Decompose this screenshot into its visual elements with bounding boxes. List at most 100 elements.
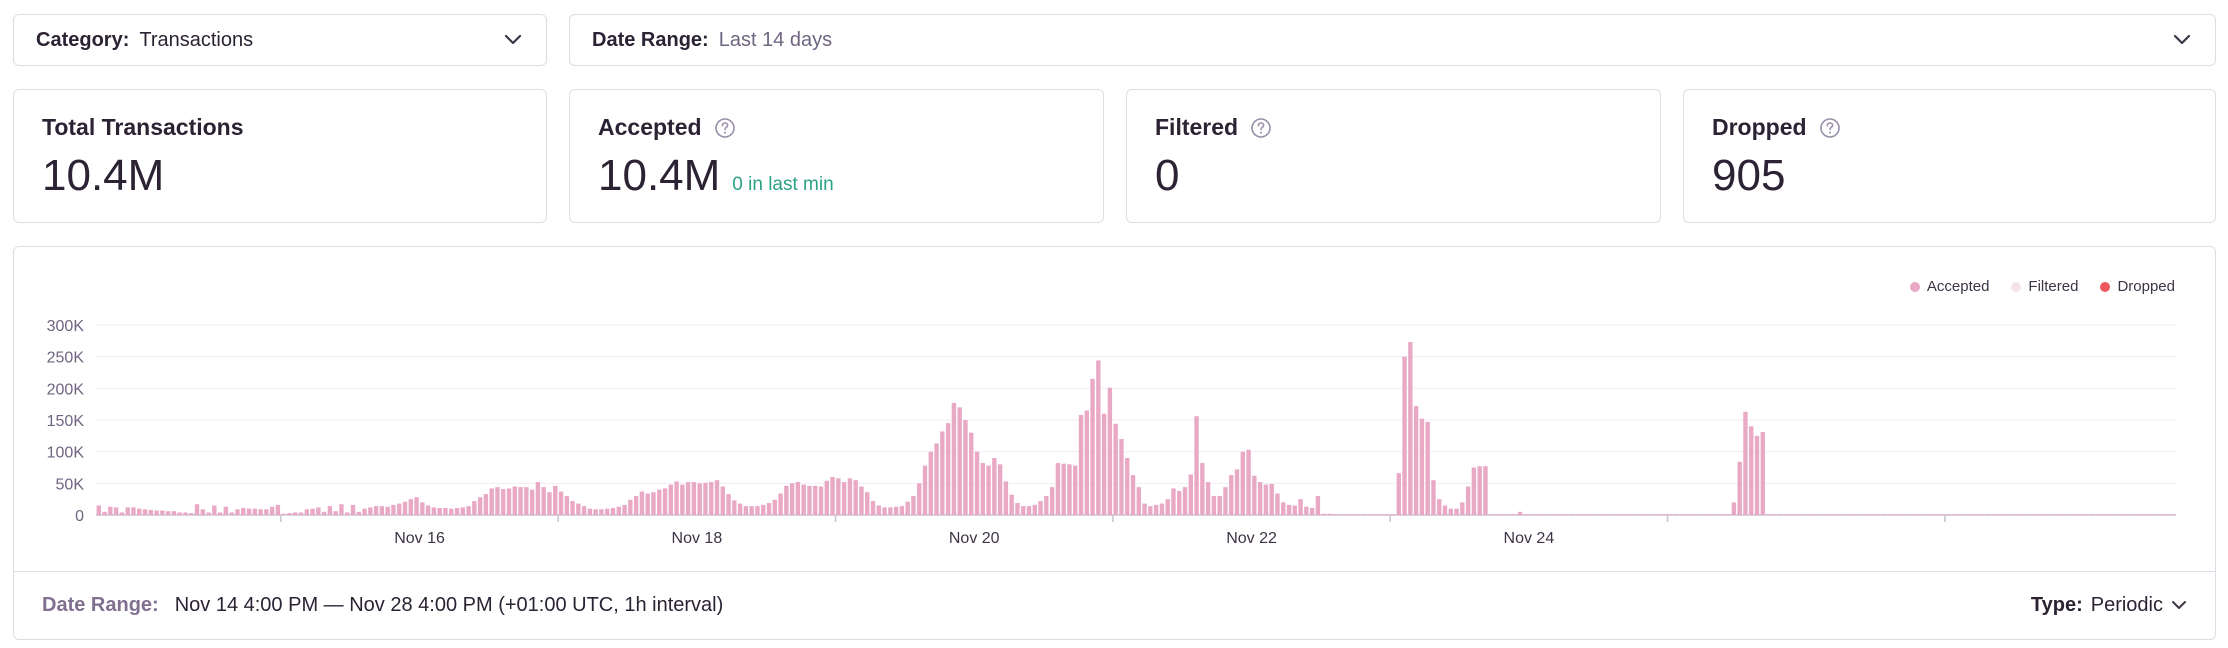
bar-accepted[interactable] — [119, 512, 125, 515]
bar-accepted[interactable] — [1090, 378, 1095, 515]
bar-accepted[interactable] — [281, 513, 286, 515]
bar-accepted[interactable] — [1361, 514, 1367, 515]
bar-accepted[interactable] — [778, 493, 783, 515]
bar-accepted[interactable] — [1315, 496, 1321, 515]
bar-accepted[interactable] — [1113, 423, 1118, 515]
bar-accepted[interactable] — [1390, 514, 1396, 515]
bar-accepted[interactable] — [1165, 499, 1170, 515]
bar-accepted[interactable] — [1489, 514, 1494, 515]
bar-accepted[interactable] — [1298, 499, 1303, 515]
bar-accepted[interactable] — [570, 501, 575, 515]
bar-accepted[interactable] — [373, 506, 379, 515]
bar-accepted[interactable] — [992, 458, 997, 515]
bar-accepted[interactable] — [1240, 451, 1245, 515]
bar-accepted[interactable] — [2003, 514, 2008, 515]
bar-accepted[interactable] — [899, 506, 905, 515]
bar-accepted[interactable] — [1933, 514, 1939, 515]
bar-accepted[interactable] — [200, 509, 205, 515]
bar-accepted[interactable] — [732, 500, 737, 515]
bar-accepted[interactable] — [131, 507, 136, 515]
bar-accepted[interactable] — [1269, 483, 1274, 515]
bar-accepted[interactable] — [1673, 514, 1679, 515]
bar-accepted[interactable] — [1552, 514, 1557, 515]
bar-accepted[interactable] — [379, 506, 385, 515]
bar-accepted[interactable] — [737, 503, 743, 515]
bar-accepted[interactable] — [316, 507, 321, 515]
bar-accepted[interactable] — [350, 504, 356, 515]
type-dropdown[interactable]: Type: Periodic — [2031, 594, 2187, 617]
bar-accepted[interactable] — [951, 402, 957, 515]
bar-accepted[interactable] — [345, 512, 350, 515]
bar-accepted[interactable] — [223, 506, 229, 515]
bar-accepted[interactable] — [587, 508, 593, 515]
bar-accepted[interactable] — [1569, 514, 1575, 515]
bar-accepted[interactable] — [524, 487, 529, 515]
bar-accepted[interactable] — [1142, 503, 1147, 515]
bar-accepted[interactable] — [1454, 508, 1459, 515]
bar-accepted[interactable] — [1252, 475, 1257, 515]
bar-accepted[interactable] — [1737, 461, 1742, 515]
bar-accepted[interactable] — [1887, 514, 1893, 515]
bar-accepted[interactable] — [1471, 467, 1477, 516]
bar-accepted[interactable] — [275, 504, 281, 515]
bar-accepted[interactable] — [1806, 514, 1812, 515]
bar-accepted[interactable] — [241, 508, 246, 515]
bar-accepted[interactable] — [668, 484, 673, 515]
bar-accepted[interactable] — [472, 501, 477, 515]
bar-accepted[interactable] — [576, 503, 581, 515]
bar-accepted[interactable] — [610, 508, 616, 515]
bar-accepted[interactable] — [1679, 514, 1685, 515]
bar-accepted[interactable] — [1275, 493, 1280, 515]
bar-accepted[interactable] — [2095, 514, 2101, 515]
bar-accepted[interactable] — [1096, 360, 1101, 515]
bar-accepted[interactable] — [454, 508, 460, 515]
bar-accepted[interactable] — [2130, 514, 2135, 515]
bar-accepted[interactable] — [680, 484, 685, 515]
bar-accepted[interactable] — [645, 493, 650, 515]
bar-accepted[interactable] — [269, 506, 275, 515]
bar-accepted[interactable] — [1321, 513, 1326, 515]
bar-accepted[interactable] — [425, 505, 431, 516]
bar-accepted[interactable] — [928, 451, 933, 515]
bar-accepted[interactable] — [1945, 514, 1950, 515]
bar-accepted[interactable] — [1731, 502, 1737, 515]
bar-accepted[interactable] — [755, 506, 760, 515]
bar-accepted[interactable] — [1766, 514, 1771, 515]
bar-accepted[interactable] — [108, 506, 113, 515]
bar-accepted[interactable] — [102, 511, 107, 515]
bar-accepted[interactable] — [1835, 514, 1841, 515]
bar-accepted[interactable] — [1702, 514, 1708, 515]
bar-accepted[interactable] — [2147, 514, 2153, 515]
bar-accepted[interactable] — [1465, 486, 1471, 516]
bar-accepted[interactable] — [1327, 513, 1332, 515]
bar-accepted[interactable] — [1968, 514, 1973, 515]
bar-accepted[interactable] — [1662, 514, 1667, 515]
bar-accepted[interactable] — [1125, 458, 1130, 515]
bar-accepted[interactable] — [252, 508, 257, 515]
bar-accepted[interactable] — [1292, 505, 1297, 516]
question-circle-icon[interactable] — [1250, 117, 1272, 139]
category-dropdown[interactable]: Category: Transactions — [13, 14, 547, 66]
bar-accepted[interactable] — [1026, 506, 1032, 515]
bar-accepted[interactable] — [1974, 514, 1979, 515]
bar-accepted[interactable] — [674, 481, 679, 515]
bar-accepted[interactable] — [662, 488, 668, 515]
bar-accepted[interactable] — [137, 508, 142, 515]
bar-accepted[interactable] — [1177, 490, 1182, 515]
bar-accepted[interactable] — [1627, 514, 1633, 515]
bar-accepted[interactable] — [986, 465, 991, 515]
bar-accepted[interactable] — [1691, 514, 1696, 515]
bar-accepted[interactable] — [1656, 514, 1661, 515]
bar-accepted[interactable] — [2101, 514, 2106, 515]
date-range-dropdown[interactable]: Date Range: Last 14 days — [569, 14, 2216, 66]
bar-accepted[interactable] — [1425, 421, 1430, 515]
bar-accepted[interactable] — [2020, 514, 2025, 515]
bar-accepted[interactable] — [1304, 506, 1309, 515]
bar-accepted[interactable] — [1558, 514, 1563, 515]
bar-accepted[interactable] — [483, 494, 489, 515]
bar-accepted[interactable] — [1413, 406, 1419, 515]
bar-accepted[interactable] — [1032, 504, 1037, 515]
bar-accepted[interactable] — [1881, 514, 1887, 515]
bar-accepted[interactable] — [2078, 514, 2083, 515]
bar-accepted[interactable] — [495, 487, 500, 515]
